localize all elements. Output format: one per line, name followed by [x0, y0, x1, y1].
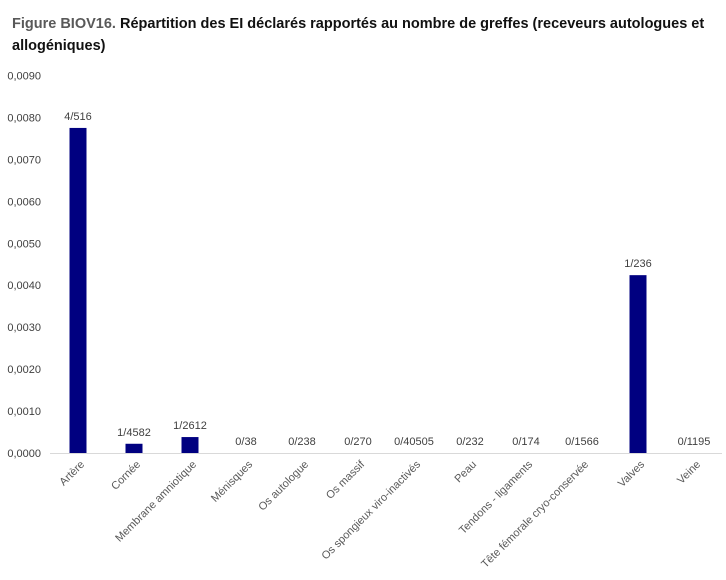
y-axis: 0,0000 0,0010 0,0020 0,0030 0,0040 0,0050 0,00…: [7, 71, 41, 461]
y-tick-label: 0,0090: [7, 71, 41, 83]
data-label: 0/1195: [678, 436, 711, 448]
y-tick-label: 0,0050: [7, 238, 41, 250]
x-tick-label: Valves: [616, 458, 648, 490]
data-label: 0/1566: [565, 436, 599, 448]
y-tick-label: 0,0080: [7, 112, 41, 124]
x-tick-label: Tête fémorale cryo-conservée: [479, 459, 591, 571]
y-tick-label: 0,0030: [7, 322, 41, 334]
bar: [125, 443, 143, 453]
data-label: 0/238: [288, 436, 316, 448]
x-tick-label: Artère: [57, 459, 87, 489]
y-tick-label: 0,0010: [7, 406, 41, 418]
bar: [69, 127, 87, 454]
x-tick-label: Ménisques: [209, 458, 255, 504]
y-tick-label: 0,0000: [7, 448, 41, 460]
y-tick-label: 0,0020: [7, 364, 41, 376]
data-label: 0/232: [456, 436, 484, 448]
y-tick-label: 0,0070: [7, 154, 41, 166]
data-label: 1/236: [624, 258, 652, 270]
x-tick-label: Os spongieux viro-inactivés: [320, 458, 424, 562]
data-label: 4/516: [64, 111, 92, 123]
data-label: 0/40505: [394, 436, 434, 448]
y-tick-label: 0,0040: [7, 280, 41, 292]
x-tick-label: Os autologue: [256, 459, 311, 514]
data-labels-group: 4/516 1/4582 1/2612 0/38 0/238 0/270 0/40505 0/…: [64, 111, 710, 448]
x-tick-label: Os massif: [324, 458, 368, 502]
data-label: 1/2612: [173, 420, 207, 432]
x-tick-label: Cornée: [109, 459, 143, 493]
data-label: 0/38: [235, 436, 256, 448]
x-tick-label: Veine: [675, 459, 703, 487]
bar: [629, 275, 647, 453]
data-label: 1/4582: [117, 427, 151, 439]
bars-group: [69, 127, 647, 454]
figure-number: Figure BIOV16.: [12, 16, 116, 32]
data-label: 0/270: [344, 436, 372, 448]
bar: [181, 437, 199, 453]
y-tick-label: 0,0060: [7, 196, 41, 208]
figure-title-text: Répartition des EI déclarés rapportés au…: [12, 16, 705, 54]
figure-title: Figure BIOV16. Répartition des EI déclar…: [12, 13, 712, 57]
x-tick-label: Peau: [452, 459, 479, 486]
data-label: 0/174: [512, 436, 540, 448]
